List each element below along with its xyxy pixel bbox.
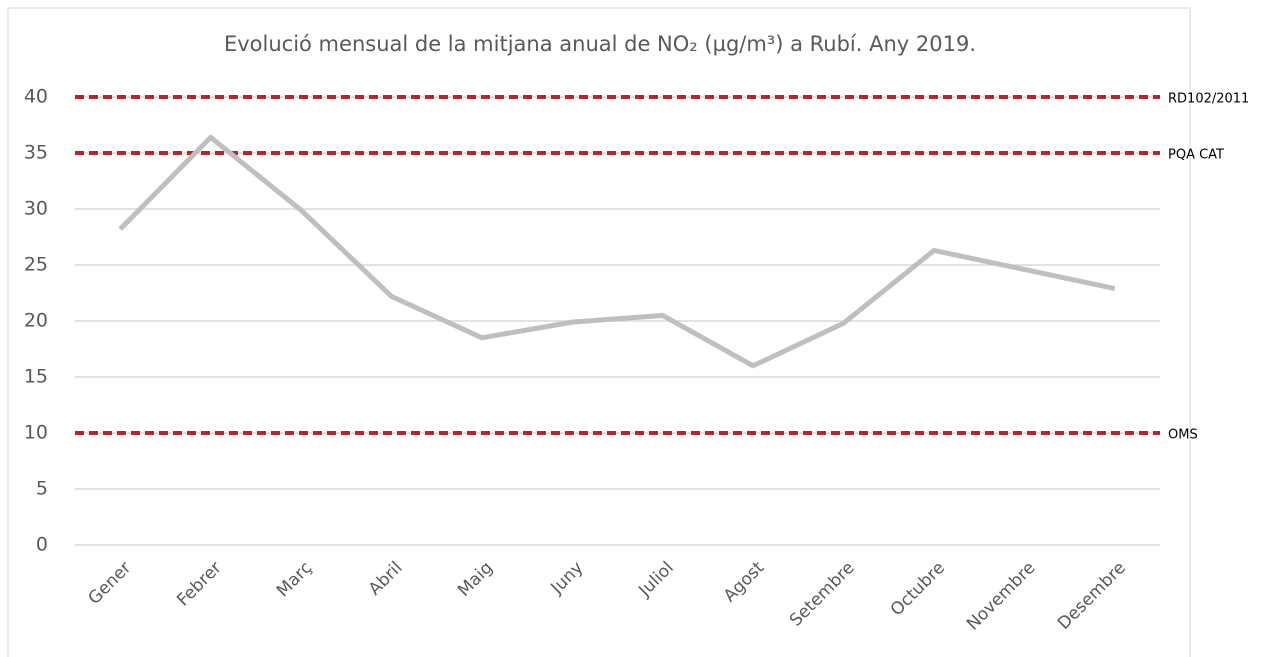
data-line (118, 134, 1116, 369)
y-tick-label: 30 (24, 198, 48, 220)
x-tick-label: Juny (547, 558, 588, 599)
x-tick-label: Maig (454, 558, 497, 601)
x-tick-label: Agost (720, 558, 769, 607)
x-tick-label: Octubre (887, 558, 949, 620)
chart-title: Evolució mensual de la mitjana anual de … (224, 32, 976, 56)
chart-frame (7, 7, 1191, 657)
x-tick-label: Febrer (173, 558, 225, 610)
x-tick-label: Gener (84, 558, 135, 609)
y-tick-label: 10 (24, 422, 48, 444)
y-tick-label: 35 (24, 142, 48, 164)
reference-label: PQA CAT (1168, 148, 1224, 163)
y-tick-label: 15 (24, 366, 48, 388)
x-tick-label: Març (273, 558, 316, 601)
y-tick-label: 25 (24, 254, 48, 276)
y-tick-label: 5 (36, 478, 48, 500)
reference-label: RD102/2011 (1168, 92, 1249, 107)
y-tick-label: 0 (36, 534, 48, 556)
reference-label: OMS (1168, 428, 1198, 443)
x-tick-label: Juliol (634, 558, 677, 601)
x-tick-label: Novembre (963, 558, 1039, 634)
y-tick-label: 40 (24, 86, 48, 108)
x-tick-label: Setembre (786, 558, 859, 631)
x-tick-label: Abril (365, 558, 407, 600)
y-tick-label: 20 (24, 310, 48, 332)
x-tick-label: Desembre (1054, 558, 1130, 634)
